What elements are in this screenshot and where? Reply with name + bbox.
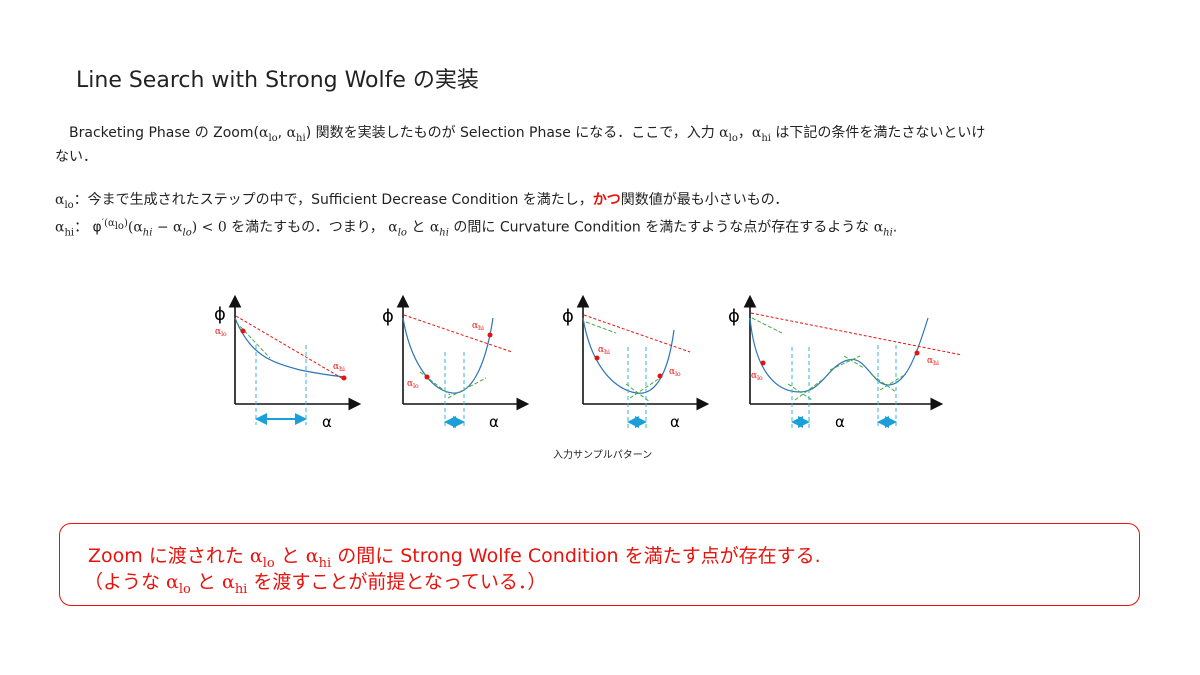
emphasis-katsu: かつ [592, 192, 621, 208]
fig1-tangent [235, 321, 271, 359]
fig1-label-alo: αlo [215, 327, 227, 338]
fig2-point-lo [424, 374, 430, 380]
alpha-lo-definition: αlo：今まで生成されたステップの中で，Sufficient Decrease … [55, 192, 789, 211]
fig1-point-hi [341, 375, 347, 381]
fig3-label-alo: αlo [669, 367, 681, 378]
fig3-tangent-a [585, 321, 617, 334]
figure-4: ϕ α αlo αhi [728, 294, 963, 431]
fig2-point-hi [487, 332, 493, 338]
conclusion-line-1: Zoom に渡された αlo と αhi の間に Strong Wolfe Co… [88, 545, 821, 571]
fig4-phi-label: ϕ [728, 306, 740, 327]
page-title: Line Search with Strong Wolfe の実装 [76, 68, 479, 93]
fig3-curve [582, 317, 675, 394]
fig2-label-ahi: αhi [472, 321, 484, 332]
fig4-label-ahi: αhi [927, 356, 939, 367]
fig4-alpha-label: α [835, 413, 845, 431]
fig2-tangent-b [447, 377, 487, 399]
intro-line-2: ない． [55, 149, 97, 165]
fig4-tangent-e [843, 355, 865, 369]
fig2-label-alo: αlo [407, 379, 419, 390]
conclusion-box [59, 523, 1140, 606]
fig4-tangent-g [879, 373, 907, 391]
figure-1: ϕ α αlo αhi [214, 294, 362, 431]
fig4-label-alo: αlo [751, 371, 763, 382]
fig1-alpha-label: α [322, 413, 332, 431]
fig3-tangent-c [629, 377, 661, 399]
fig4-point-lo [760, 360, 766, 366]
fig1-point-lo [240, 328, 246, 334]
fig4-tangent-f [871, 374, 897, 393]
fig4-curve [749, 317, 929, 393]
fig4-point-hi [914, 350, 920, 356]
figure-2: ϕ α αlo αhi [382, 294, 530, 431]
figure-caption: 入力サンプルパターン [553, 450, 653, 461]
fig3-point-2 [657, 373, 663, 379]
alpha-hi-definition: αhi： φ′(αlo)(αhi − αlo) < 0 を満たすもの．つまり， … [55, 218, 898, 239]
figure-3: ϕ α αhi αlo [562, 294, 710, 431]
fig1-label-ahi: αhi [333, 362, 345, 373]
fig1-secant [235, 315, 346, 381]
fig4-tangent-a [751, 317, 783, 334]
fig2-phi-label: ϕ [382, 306, 394, 327]
fig3-alpha-label: α [670, 413, 680, 431]
fig1-curve [234, 317, 346, 378]
fig2-alpha-label: α [489, 413, 499, 431]
fig3-label-ahi: αhi [598, 345, 610, 356]
fig2-secant [403, 314, 513, 353]
fig1-phi-label: ϕ [214, 304, 226, 325]
fig4-secant [750, 312, 963, 356]
conclusion-line-2: （ような αlo と αhi を渡すことが前提となっている．） [84, 571, 547, 597]
fig4-tangent-b [787, 383, 813, 401]
fig3-point-1 [594, 355, 600, 361]
fig2-curve [402, 317, 494, 394]
fig3-secant [583, 314, 691, 353]
fig4-tangent-d [829, 355, 861, 371]
intro-line-1: Bracketing Phase の Zoom(αlo, αhi) 関数を実装し… [55, 125, 986, 144]
fig3-phi-label: ϕ [562, 306, 574, 327]
